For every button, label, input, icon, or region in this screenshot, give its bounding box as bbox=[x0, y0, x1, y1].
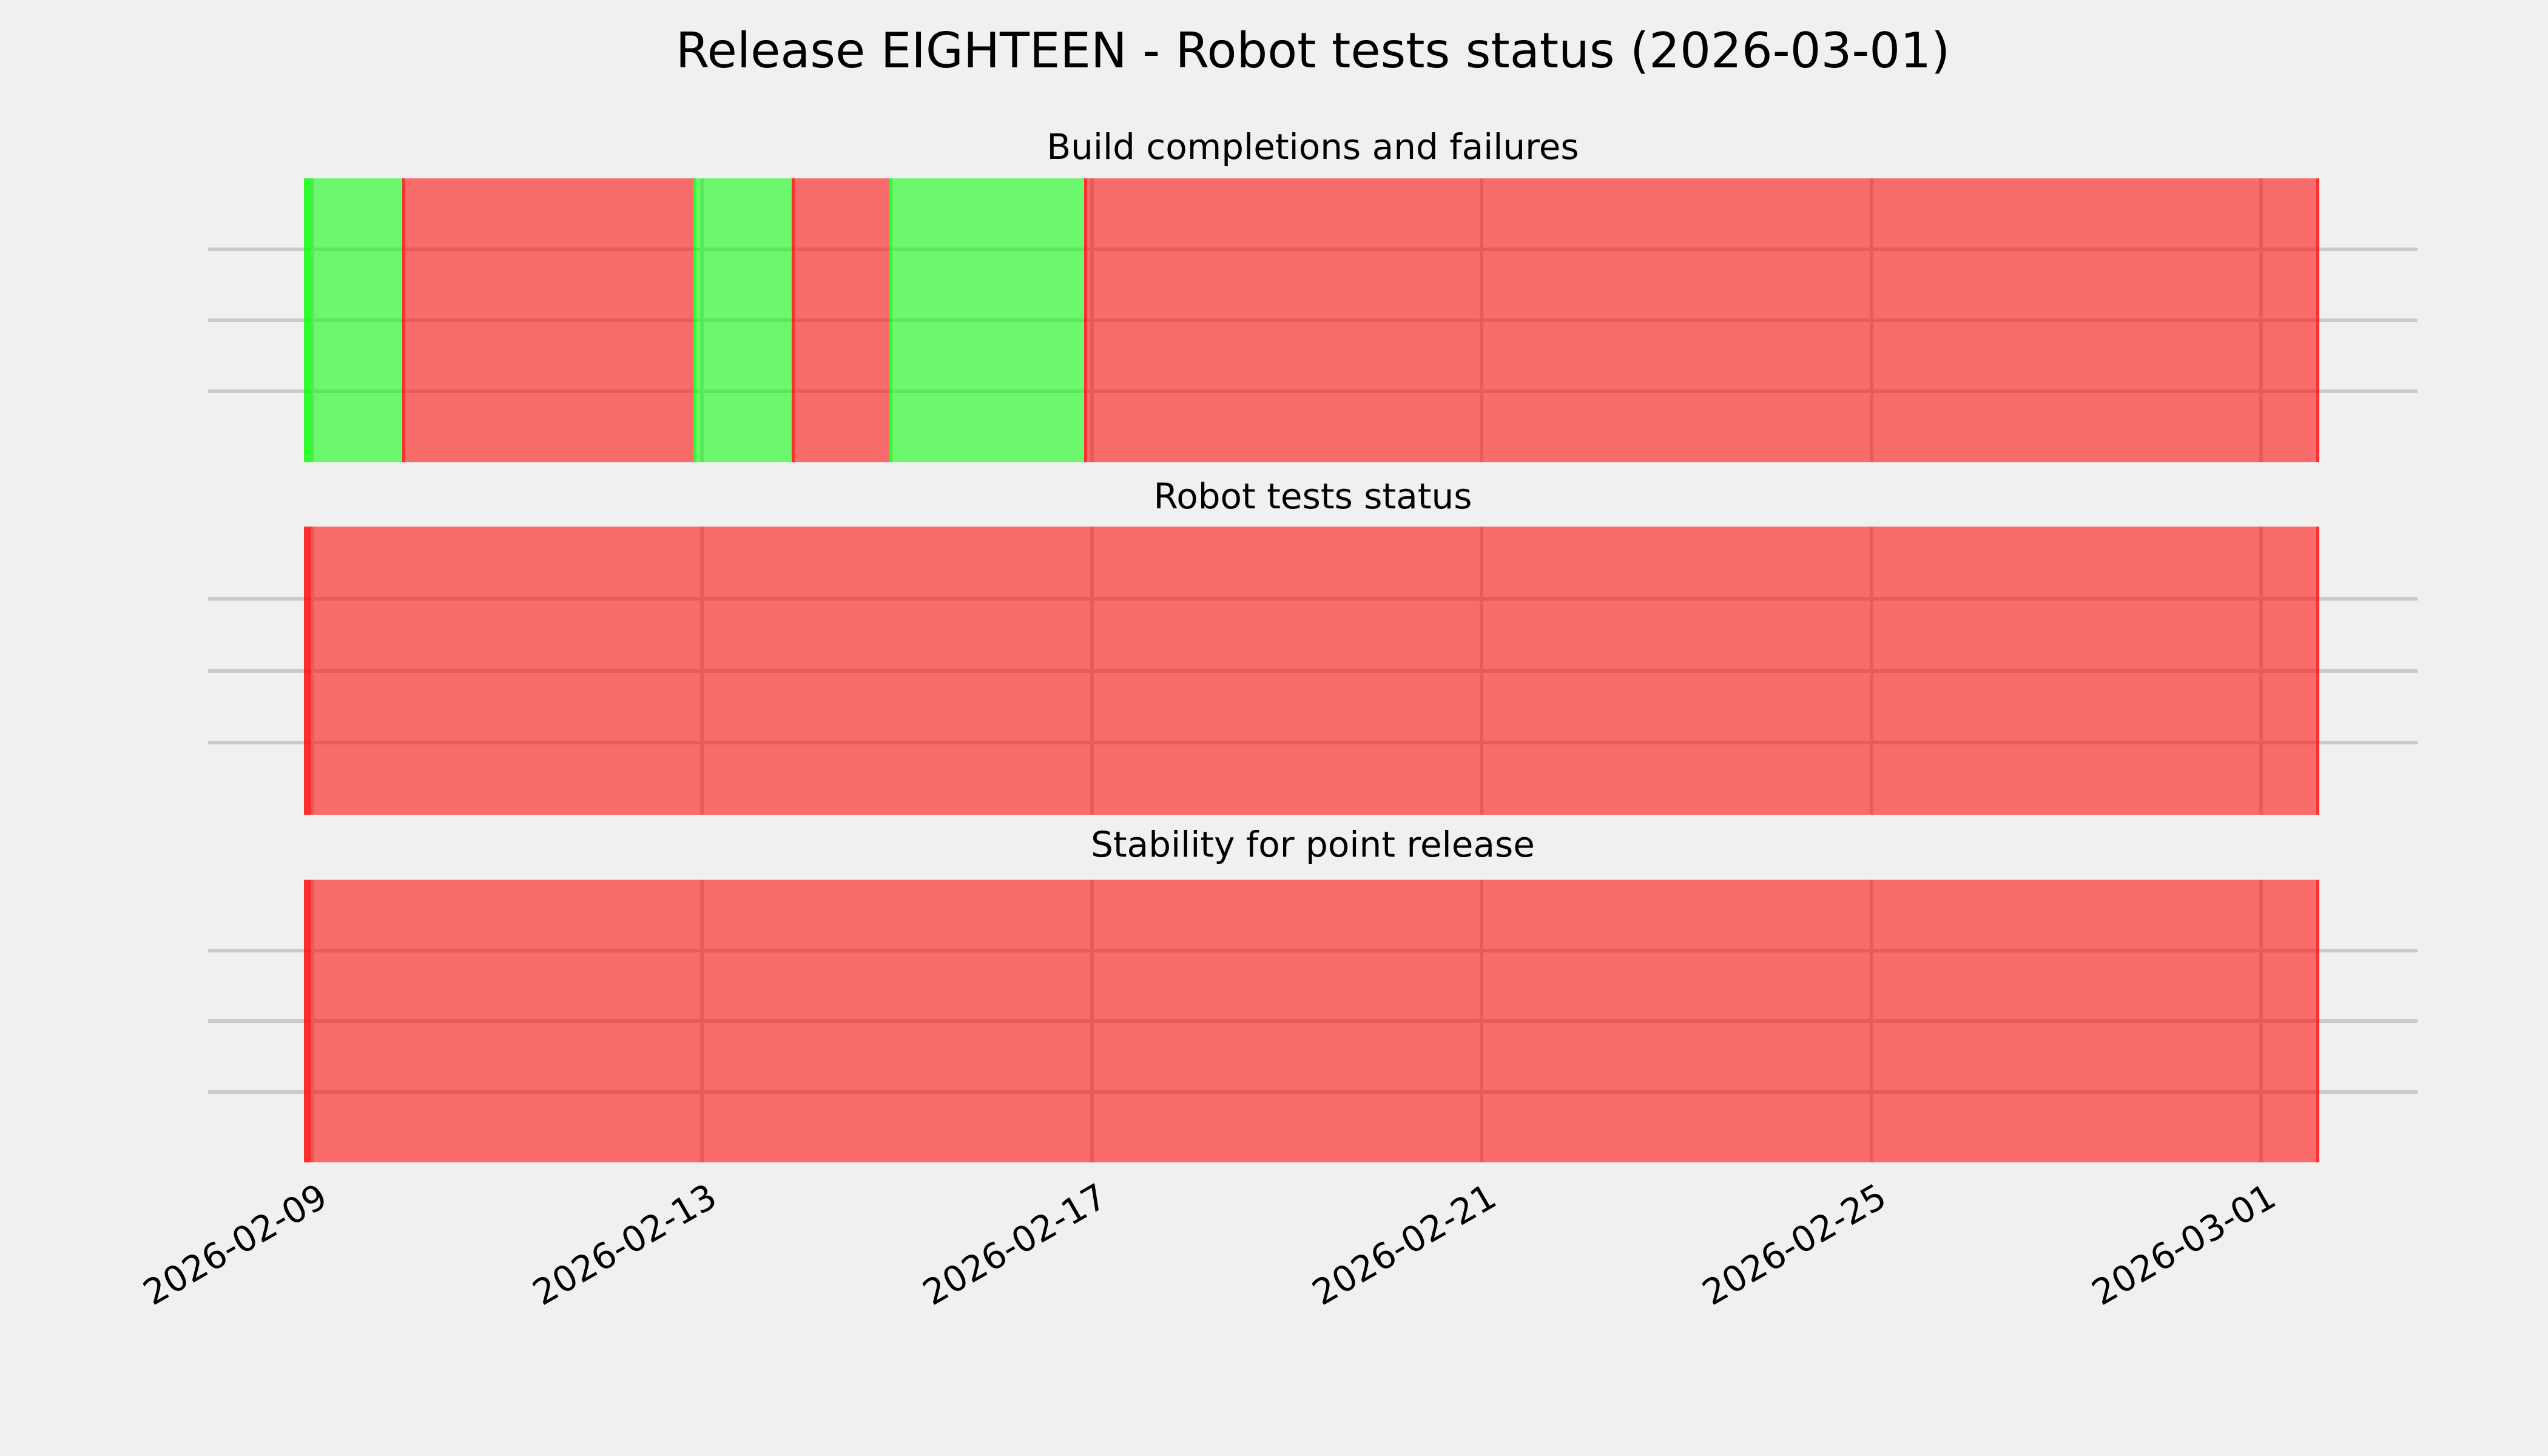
segment-edge-line bbox=[693, 178, 696, 462]
segment-edge-line bbox=[402, 178, 405, 462]
segment-edge-line bbox=[304, 527, 311, 815]
segment-edge-line bbox=[2316, 527, 2319, 815]
segment-edge-line bbox=[791, 178, 795, 462]
status-segment-failure bbox=[791, 178, 889, 462]
x-tick-label: 2026-02-13 bbox=[525, 1175, 724, 1314]
status-segment-failure bbox=[402, 178, 693, 462]
status-band bbox=[304, 178, 2319, 462]
figure-title: Release EIGHTEEN - Robot tests status (2… bbox=[675, 22, 1950, 79]
segment-edge-line bbox=[304, 880, 311, 1162]
status-segment-failure bbox=[304, 880, 2319, 1162]
status-segment-failure bbox=[1084, 178, 2319, 462]
status-segment-success bbox=[304, 178, 402, 462]
status-segment-success bbox=[693, 178, 792, 462]
x-tick-label: 2026-02-25 bbox=[1695, 1175, 1893, 1314]
subplot-stability-title: Stability for point release bbox=[1091, 824, 1535, 865]
status-band bbox=[304, 527, 2319, 815]
segment-edge-line bbox=[889, 178, 892, 462]
status-band bbox=[304, 880, 2319, 1162]
subplot-robot-tests-title: Robot tests status bbox=[1153, 476, 1472, 517]
x-tick-label: 2026-02-21 bbox=[1305, 1175, 1503, 1314]
segment-edge-line bbox=[304, 178, 311, 462]
subplot-build-title: Build completions and failures bbox=[1046, 126, 1579, 167]
segment-edge-line bbox=[1084, 178, 1087, 462]
x-tick-label: 2026-03-01 bbox=[2085, 1175, 2283, 1314]
status-segment-failure bbox=[304, 527, 2319, 815]
status-segment-success bbox=[889, 178, 1084, 462]
x-tick-label: 2026-02-09 bbox=[136, 1175, 334, 1314]
subplot-build-axes bbox=[208, 178, 2418, 462]
subplot-robot-tests-axes bbox=[208, 527, 2418, 815]
subplot-stability-axes bbox=[208, 880, 2418, 1162]
segment-edge-line bbox=[2316, 178, 2319, 462]
segment-edge-line bbox=[2316, 880, 2319, 1162]
x-tick-label: 2026-02-17 bbox=[915, 1175, 1114, 1314]
